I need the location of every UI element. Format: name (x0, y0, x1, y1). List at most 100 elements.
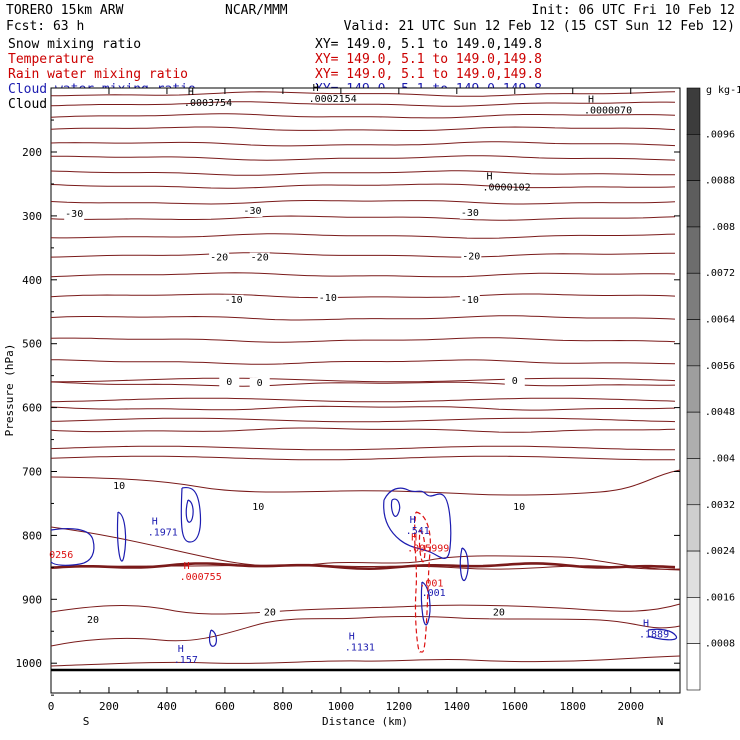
x-tick-label: 600 (215, 700, 235, 713)
colorbar-label: .0024 (705, 546, 735, 557)
temperature-label-bg (249, 377, 270, 389)
x-axis-title: Distance (km) (322, 715, 408, 728)
valid-time: Valid: 21 UTC Sun 12 Feb 12 (15 CST Sun … (344, 19, 735, 34)
isotherm-line (50, 455, 675, 461)
extremum-value: .001 (419, 579, 443, 590)
isotherm-line (50, 215, 676, 221)
temperature-label-bg (219, 377, 240, 389)
colorbar-segment (686, 504, 701, 552)
temperature-label-bg (109, 480, 130, 492)
y-tick-label: 800 (22, 529, 42, 542)
temperature-label-bg (488, 607, 509, 619)
temperature-label-bg (64, 209, 85, 221)
isotherm-line (51, 155, 676, 161)
temperature-label-bg (223, 294, 244, 306)
y-axis-title: Pressure (hPa) (3, 344, 16, 437)
rain-water-contours (414, 511, 431, 653)
isotherm-line (50, 655, 681, 667)
temperature-label: -20 (462, 251, 480, 262)
colorbar: g kg-1 .0096 .0088 .008 .0072 .0064 .0056 .004… (686, 85, 740, 691)
forecast-hour: Fcst: 63 h (6, 19, 84, 34)
plot-frame (50, 87, 681, 694)
temperature-label-bg (459, 207, 480, 219)
y-tick-label: 900 (22, 593, 42, 606)
temperature-label-bg (242, 205, 263, 217)
isotherm-line (50, 405, 676, 411)
temperature-label: -30 (243, 206, 261, 217)
x-tick-label: 0 (48, 700, 55, 713)
field-name: Temperature (8, 52, 94, 67)
extremum-value: 0256 (49, 550, 73, 561)
x-tick-label: 200 (99, 700, 119, 713)
x-axis: 0 200 400 600 800 1000 1200 1400 1600 1800 2000 (48, 88, 661, 713)
colorbar-label: .008 (711, 222, 735, 233)
colorbar-label: .0032 (705, 500, 735, 511)
colorbar-segment (686, 550, 701, 598)
field-xy-range: XY= 149.0, 5.1 to 149.0,149.8 (315, 52, 542, 67)
extremum-value: .0000102 (482, 182, 530, 193)
temperature-label-bg (248, 501, 269, 513)
extremum-marker: H (410, 515, 416, 526)
field-name: Snow mixing ratio (8, 37, 141, 52)
cloud-water-contour (185, 499, 194, 523)
isotherm-line (50, 427, 676, 433)
x-tick-label: 1800 (560, 700, 587, 713)
colorbar-segment (686, 87, 701, 135)
temperature-label: 10 (513, 502, 525, 513)
colorbar-label: .0096 (705, 129, 735, 140)
init-time: Init: 06 UTC Fri 10 Feb 12 (532, 3, 736, 18)
rain-water-contour (418, 529, 426, 563)
extremum-marker: H (486, 171, 492, 182)
model-title: TORERO 15km ARW (6, 3, 124, 18)
cloud-water-contour (647, 628, 678, 641)
extremum-marker: H (588, 95, 594, 106)
extremum-marker: H (313, 83, 319, 94)
isotherm-line (50, 445, 675, 451)
y-tick-label: 400 (22, 274, 42, 287)
colorbar-segment (686, 272, 701, 320)
colorbar-label: .0056 (705, 361, 735, 372)
temperature-label-bg (249, 252, 270, 264)
extremum-marker: H (411, 532, 417, 543)
isotherm-line (50, 233, 676, 239)
isotherm-line (50, 397, 676, 403)
y-tick-label: 500 (22, 338, 42, 351)
isotherm-line (50, 113, 676, 119)
colorbar-segment (686, 134, 701, 181)
isotherm-line (51, 359, 676, 365)
isotherm-line (50, 315, 676, 321)
temperature-label: 0 (257, 378, 263, 389)
isotherm-line (50, 101, 676, 107)
x-tick-label: 1600 (502, 700, 529, 713)
temperature-label: 10 (113, 481, 125, 492)
isotherm-line (51, 377, 676, 383)
temperature-label-bg (461, 251, 482, 263)
temperature-label-bg (504, 375, 525, 387)
x-tick-label: 800 (273, 700, 293, 713)
isotherm-line (50, 170, 675, 176)
temperature-label: -10 (319, 293, 337, 304)
colorbar-units: g kg-1 (706, 85, 740, 96)
y-tick-label: 700 (22, 466, 42, 479)
temperature-label-bg (259, 607, 280, 619)
cloud-water-contour (180, 486, 202, 543)
isotherm-line (50, 272, 676, 278)
colorbar-segment (686, 365, 701, 413)
colorbar-label: .0072 (705, 268, 735, 279)
colorbar-segment (686, 643, 701, 691)
north-label: N (657, 715, 664, 728)
temperature-label: -30 (461, 208, 479, 219)
isotherm-line (50, 469, 681, 496)
isotherm-line (50, 526, 681, 571)
colorbar-segment (686, 597, 701, 644)
cloud-water-contours (50, 486, 678, 647)
extremum-marker: H (349, 631, 355, 642)
field-name: Rain water mixing ratio (8, 67, 188, 82)
extremum-value: .0000070 (584, 106, 632, 117)
temperature-labels: -30 -30 -30 -20 -20 -20 -10 -10 -10 0 0 0 10 10 10 20 20… (64, 205, 530, 626)
temperature-label-bg (317, 292, 338, 304)
isotherm-line (50, 183, 676, 189)
isotherm-line (50, 200, 676, 205)
